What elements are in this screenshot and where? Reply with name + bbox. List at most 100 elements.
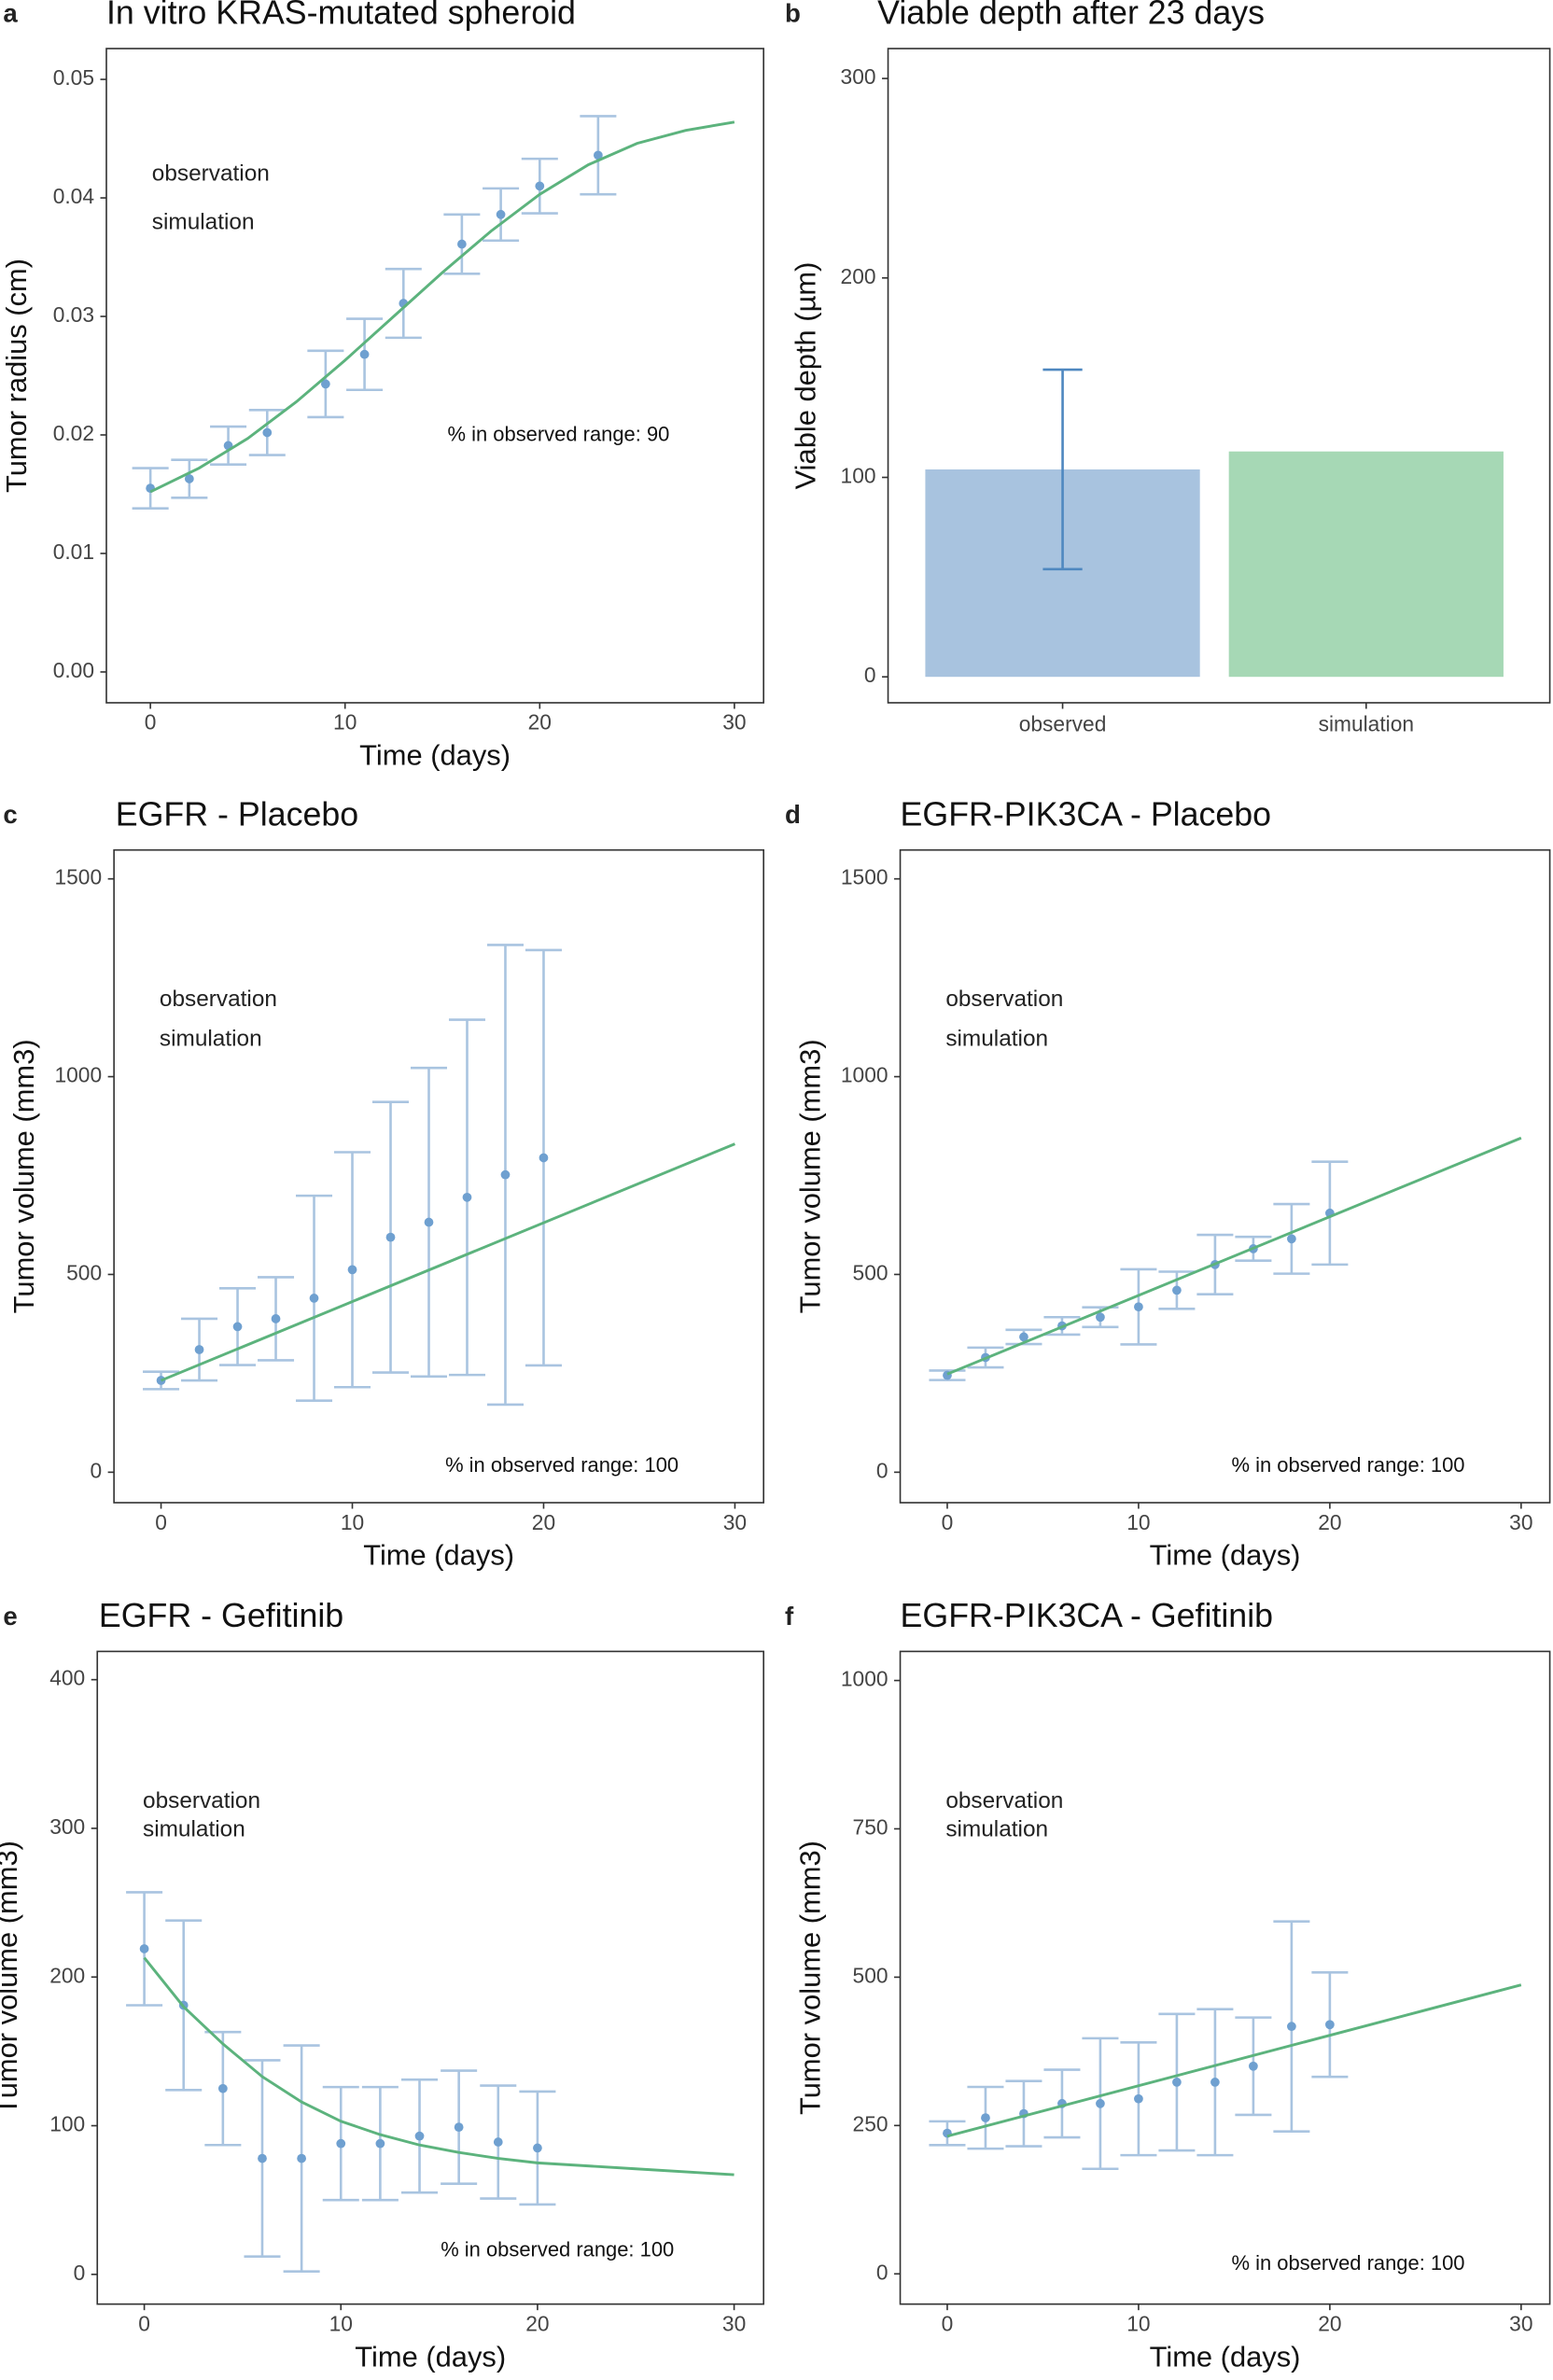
legend-entry: observation	[152, 161, 270, 186]
legend-entry: observation	[945, 1788, 1063, 1813]
plot-frame	[96, 1650, 764, 2305]
data-point	[1134, 1302, 1143, 1312]
y-tick-label: 0	[876, 1458, 888, 1482]
x-tick-label: observed	[1019, 711, 1107, 735]
data-point	[462, 1192, 472, 1202]
y-tick-label: 300	[49, 1814, 85, 1839]
legend-entry: simulation	[945, 1026, 1048, 1051]
x-tick-label: 10	[329, 2311, 353, 2335]
y-tick-label: 0.01	[53, 539, 94, 564]
data-point	[539, 1153, 549, 1163]
x-tick-label: 10	[1126, 1510, 1150, 1534]
x-axis-label: Time (days)	[1150, 1539, 1301, 1572]
panel: a In vitro KRAS-mutated spheroid 0.00 0.01 0…	[0, 0, 764, 772]
data-point	[1287, 2022, 1296, 2032]
data-point	[139, 1944, 149, 1953]
panel: b Viable depth after 23 days 0 100 200 300 Via…	[785, 0, 1551, 735]
data-point	[1019, 1332, 1028, 1342]
legend-entry: simulation	[143, 1817, 245, 1842]
x-tick-label: 0	[138, 2311, 150, 2335]
x-tick-label: 30	[1509, 2311, 1532, 2335]
y-tick-label: 100	[841, 464, 876, 488]
x-axis-label: Time (days)	[1150, 2340, 1301, 2373]
y-axis-label: Tumor volume (mm3)	[793, 1039, 826, 1313]
panel: d EGFR-PIK3CA - Placebo 0 500 1000 1500 Tumor …	[785, 795, 1551, 1572]
data-point	[347, 1265, 357, 1275]
x-tick-label: 10	[1126, 2311, 1150, 2335]
y-tick-label: 0.04	[53, 184, 94, 208]
data-point	[594, 150, 603, 161]
y-tick-label: 200	[841, 264, 876, 288]
data-point	[297, 2153, 306, 2163]
x-axis-label: Time (days)	[363, 1539, 514, 1572]
panel-title: EGFR-PIK3CA - Placebo	[901, 795, 1272, 833]
data-point	[1096, 2098, 1105, 2108]
data-point	[320, 379, 330, 389]
data-point	[500, 1169, 511, 1180]
y-axis-label: Tumor radius (cm)	[0, 259, 33, 493]
panel-label: d	[785, 800, 801, 829]
simulation-line	[946, 1983, 1522, 2138]
data-point	[271, 1314, 281, 1323]
y-axis-label: Tumor volume (mm3)	[793, 1841, 826, 2115]
annotation: % in observed range: 100	[1232, 1453, 1465, 1477]
x-tick-label: 10	[341, 1510, 364, 1534]
data-point	[496, 209, 506, 219]
data-point	[1287, 1234, 1296, 1244]
y-tick-label: 0.05	[53, 65, 94, 90]
y-tick-label: 0	[876, 2260, 888, 2284]
x-tick-label: 20	[1318, 1510, 1341, 1534]
data-point	[1172, 2078, 1182, 2087]
panel-label: a	[3, 0, 18, 28]
y-tick-label: 0	[74, 2261, 86, 2285]
data-point	[184, 474, 194, 483]
simulation-line	[160, 1142, 735, 1382]
panel-title: Viable depth after 23 days	[877, 0, 1265, 32]
panel: c EGFR - Placebo 0 500 1000 1500 Tumor volume …	[3, 795, 764, 1572]
data-point	[336, 2138, 346, 2149]
legend-entry: observation	[143, 1788, 260, 1813]
y-tick-label: 0.02	[53, 421, 94, 445]
panel-label: e	[3, 1602, 17, 1631]
data-point	[375, 2138, 385, 2149]
data-point	[414, 2131, 425, 2141]
y-tick-label: 1000	[54, 1063, 102, 1087]
error-bar	[1042, 368, 1083, 571]
x-tick-label: 30	[722, 710, 746, 735]
data-point	[309, 1294, 319, 1303]
panel: f EGFR-PIK3CA - Gefitinib 0 250 500 750 1000 Tu…	[785, 1597, 1551, 2373]
y-axis-label: Tumor volume (mm3)	[0, 1841, 23, 2115]
x-axis-label: Time (days)	[359, 739, 511, 772]
annotation: % in observed range: 100	[441, 2238, 674, 2261]
panel-label: f	[785, 1602, 794, 1631]
annotation: % in observed range: 90	[448, 423, 670, 446]
data-point	[258, 2153, 267, 2163]
panel-title: In vitro KRAS-mutated spheroid	[106, 0, 576, 32]
data-point	[1249, 2061, 1258, 2071]
x-tick-label: 20	[528, 710, 552, 735]
data-point	[493, 2137, 503, 2147]
y-tick-label: 0	[90, 1458, 102, 1482]
x-tick-label: 20	[525, 2311, 549, 2335]
legend-entry: simulation	[945, 1817, 1048, 1842]
y-tick-label: 750	[853, 1814, 888, 1839]
data-point	[1325, 2020, 1335, 2030]
simulation-line	[946, 1136, 1522, 1376]
annotation: % in observed range: 100	[1232, 2251, 1465, 2275]
legend-entry: simulation	[152, 210, 255, 235]
panel-label: b	[785, 0, 801, 28]
data-point	[1210, 2078, 1220, 2087]
y-tick-label: 200	[49, 1963, 85, 1987]
x-tick-label: 0	[942, 2311, 954, 2335]
panel-title: EGFR - Gefitinib	[99, 1597, 343, 1634]
x-tick-label: 30	[723, 1510, 747, 1534]
y-tick-label: 0.03	[53, 302, 94, 327]
x-tick-label: 0	[145, 710, 157, 735]
x-axis-label: Time (days)	[355, 2340, 506, 2373]
x-tick-label: 10	[333, 710, 357, 735]
data-point	[1172, 1285, 1182, 1295]
data-point	[217, 2083, 228, 2093]
data-point	[232, 1322, 243, 1332]
